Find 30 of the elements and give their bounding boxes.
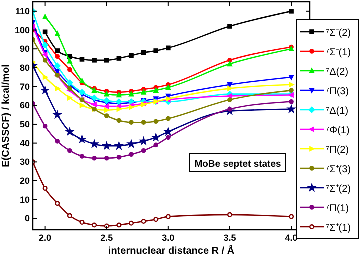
legend-label: ⁷Π(2) <box>326 145 350 156</box>
legend-label: ⁷Π(3) <box>326 86 350 98</box>
y-axis-title: E(CASSCF) / kcal/mol <box>1 64 12 168</box>
y-tick-label: 20 <box>20 176 30 186</box>
y-tick-label: 70 <box>20 82 30 92</box>
legend-label: ⁷Δ(2) <box>326 67 349 78</box>
y-tick-label: 60 <box>20 100 30 111</box>
x-tick-label: 2.5 <box>100 233 114 243</box>
legend-label: ⁷Σ⁺(2) <box>326 184 352 195</box>
x-tick-label: 2.0 <box>39 233 52 243</box>
x-axis-title: internuclear distance R / Å <box>108 245 235 257</box>
legend-label: ⁷Δ(1) <box>326 106 349 117</box>
x-tick-label: 3.0 <box>162 233 175 243</box>
y-tick-label: 80 <box>20 62 30 73</box>
y-tick-label: 30 <box>20 157 30 168</box>
annotation: MoBe septet states <box>194 159 282 170</box>
y-tick-label: 110 <box>15 6 30 16</box>
y-tick-label: 90 <box>20 44 30 54</box>
y-tick-label: 10 <box>20 194 30 205</box>
legend-label: ⁷Σ⁺(3) <box>326 164 352 176</box>
legend-label: ⁷Σ⁻(1) <box>326 48 352 58</box>
y-tick-label: 0 <box>24 214 30 224</box>
y-tick-label: 40 <box>20 138 30 148</box>
legend-label: ⁷Σ⁻(2) <box>326 28 352 39</box>
legend-label: ⁷Φ(1) <box>326 126 350 136</box>
legend-label: ⁷Σ⁺(1) <box>326 223 352 234</box>
legend-label: ⁷Π(1) <box>326 204 350 214</box>
y-tick-label: 100 <box>14 25 30 36</box>
y-tick-label: 50 <box>20 119 30 130</box>
x-tick-label: 3.5 <box>224 233 236 243</box>
